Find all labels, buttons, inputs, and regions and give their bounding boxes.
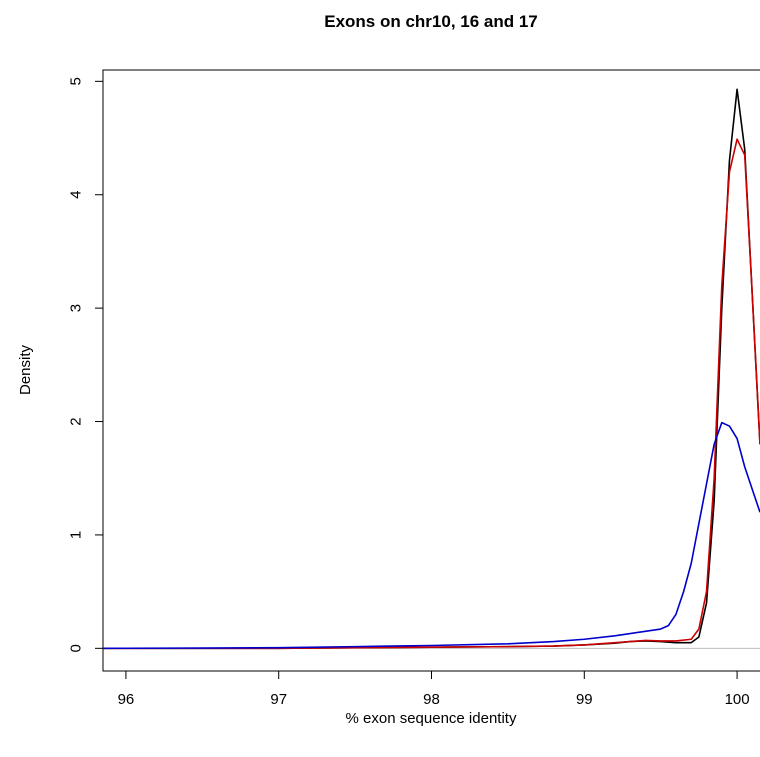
- y-tick-label: 5: [67, 77, 84, 85]
- series-line-1: [103, 138, 760, 650]
- x-tick-label: 97: [270, 691, 287, 708]
- x-tick-label: 98: [423, 691, 440, 708]
- x-tick-label: 100: [725, 691, 750, 708]
- y-tick-label: 4: [67, 191, 84, 199]
- y-axis-label: Density: [17, 344, 34, 395]
- chart-title: Exons on chr10, 16 and 17: [324, 12, 538, 31]
- y-tick-label: 1: [67, 531, 84, 539]
- series-line-2: [103, 421, 760, 650]
- y-tick-label: 3: [67, 304, 84, 312]
- y-tick-label: 2: [67, 417, 84, 425]
- x-axis-label: % exon sequence identity: [346, 710, 517, 727]
- y-tick-label: 0: [67, 644, 84, 652]
- plot-frame: [102, 69, 760, 672]
- x-tick-label: 96: [118, 691, 135, 708]
- series-line-0: [103, 88, 760, 650]
- x-tick-label: 99: [576, 691, 593, 708]
